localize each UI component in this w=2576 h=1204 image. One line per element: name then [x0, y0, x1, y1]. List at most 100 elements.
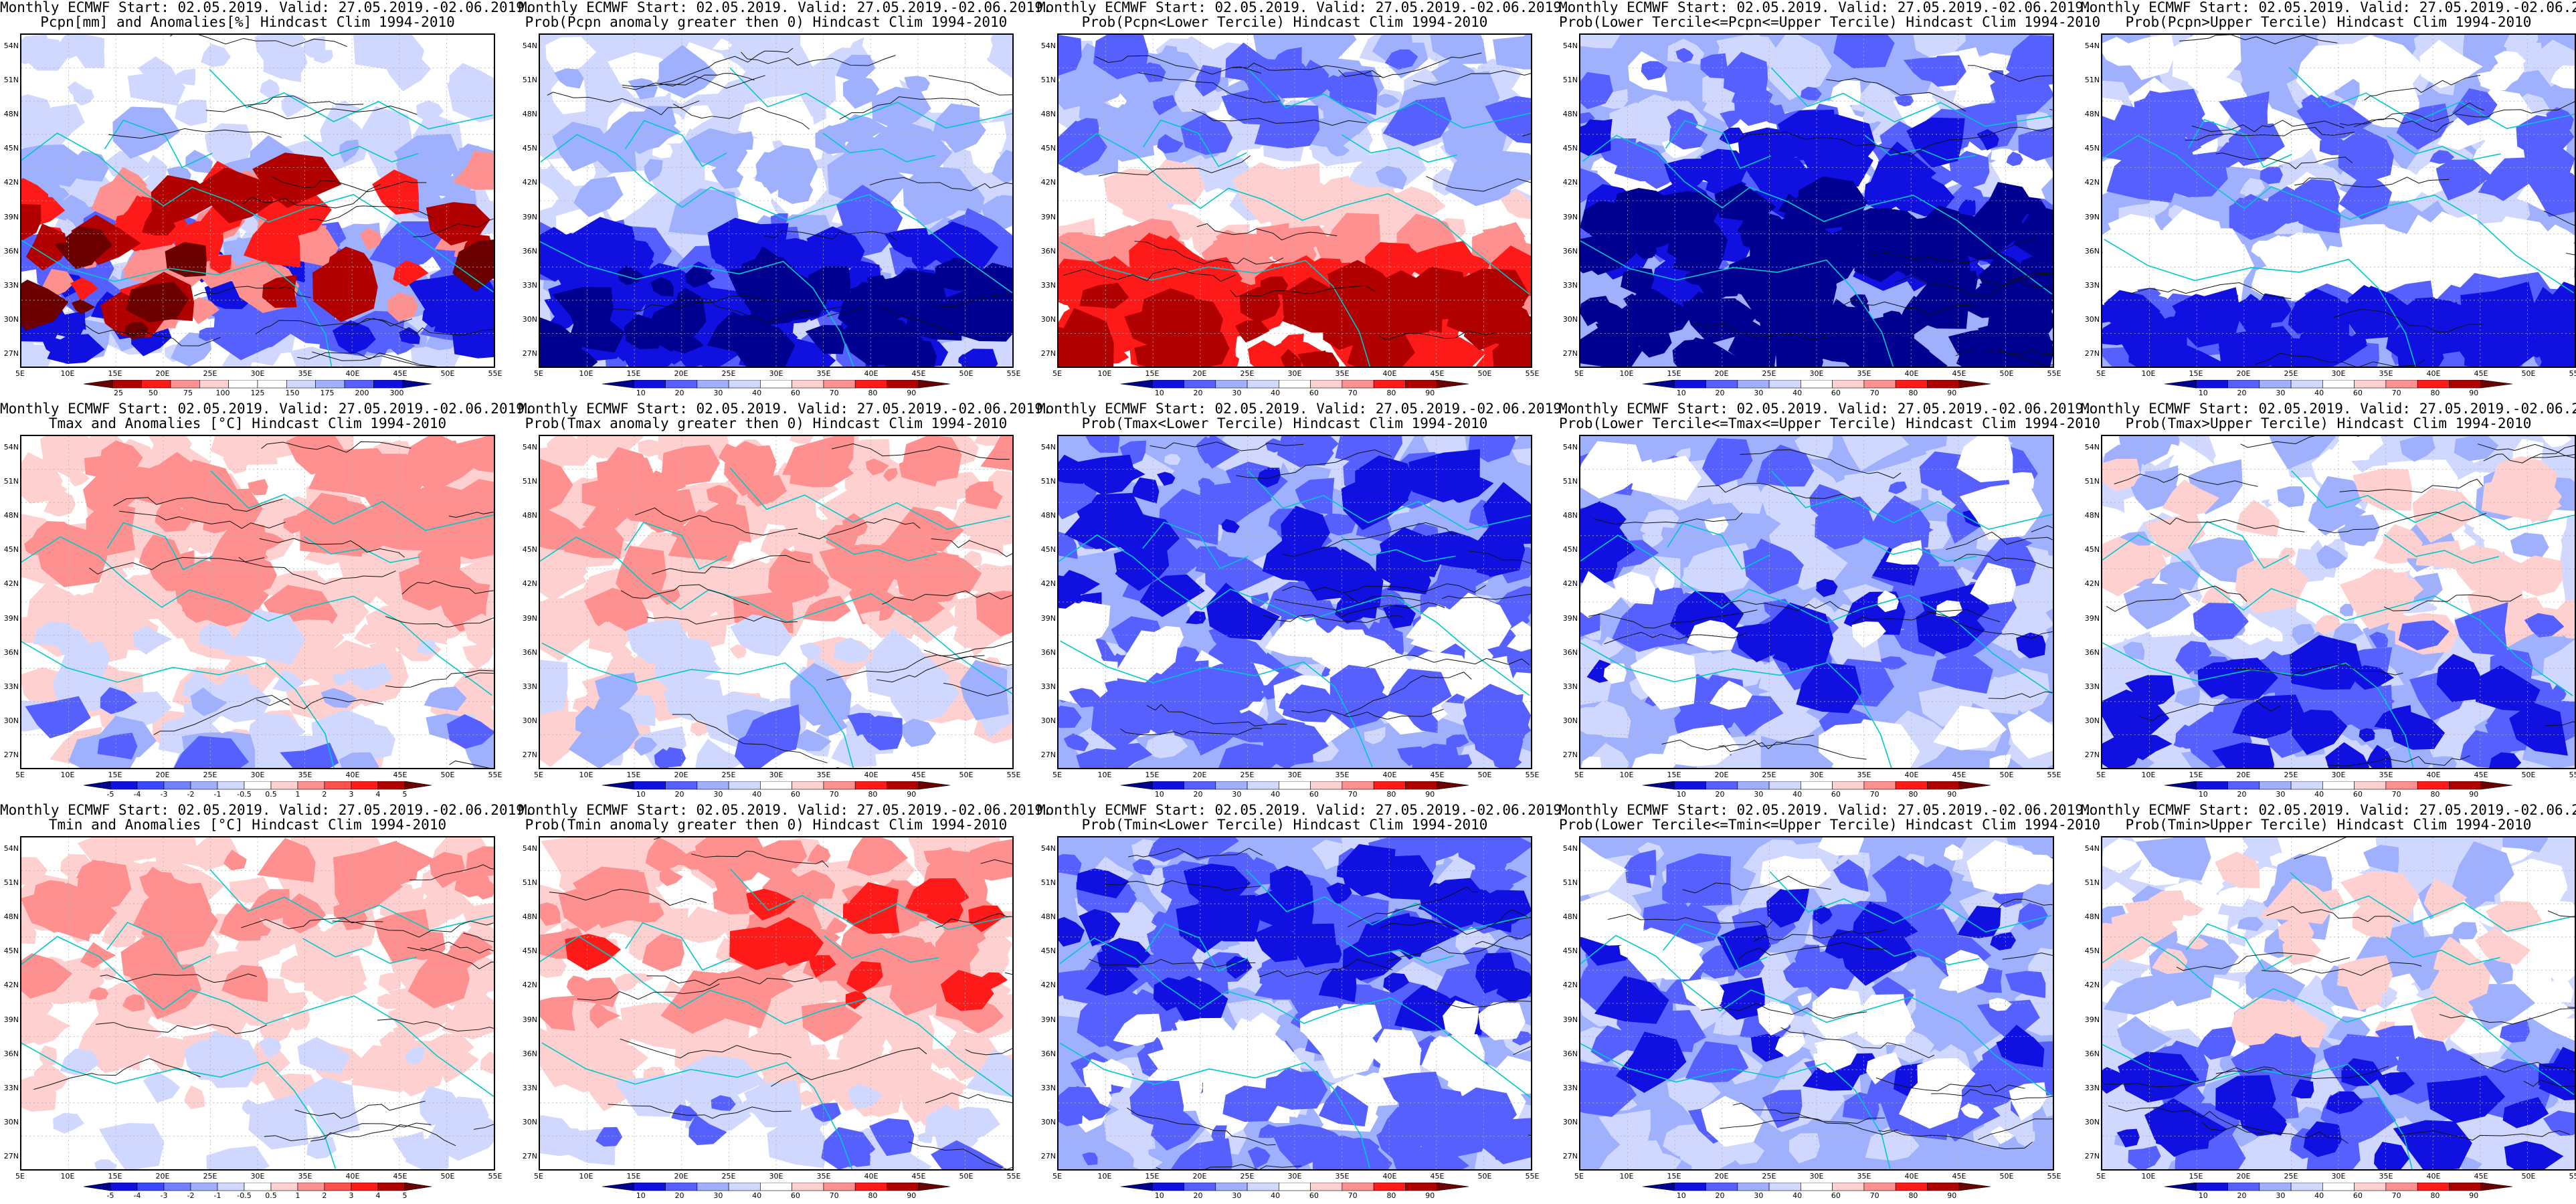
map-field-patch — [29, 520, 81, 550]
map-field-patch — [1871, 855, 1943, 907]
map-field-patch — [1268, 63, 1315, 99]
latitude-label: 48N — [1040, 912, 1056, 922]
map-field-patch — [2476, 68, 2514, 91]
coastline-border — [1663, 923, 1768, 970]
map-field-patch — [2009, 1082, 2047, 1121]
map-field-patch — [970, 148, 1002, 174]
latitude-label: 30N — [1562, 1117, 1578, 1126]
map-field-patch — [1359, 480, 1376, 494]
map-field-patch — [2017, 902, 2048, 930]
panel-title-line1: Monthly ECMWF Start: 02.05.2019. Valid: … — [519, 0, 1052, 15]
coastline-border — [302, 938, 418, 965]
colorbar-swatch — [1673, 781, 1706, 790]
map-field-patch — [480, 1051, 494, 1075]
map-field-patch — [691, 972, 771, 1029]
map-field-patch — [1062, 601, 1111, 645]
map-field-patch — [761, 917, 824, 967]
map-field-patch — [671, 1104, 698, 1122]
map-field-patch — [1063, 733, 1089, 752]
longitude-label: 50E — [440, 369, 455, 378]
contour-line — [1896, 126, 2053, 157]
map-field-patch — [1628, 927, 1704, 981]
map-field-patch — [1594, 976, 1669, 1024]
map-field-patch — [392, 514, 421, 534]
colorbar-tick-label: 20 — [1193, 790, 1203, 799]
map-field-patch — [1599, 1140, 1669, 1169]
latitude-label: 39N — [522, 212, 537, 221]
map-field-patch — [580, 436, 644, 459]
colorbar-tick-label: 20 — [2237, 790, 2247, 799]
map-field-patch — [1623, 849, 1657, 876]
map-field-patch — [1580, 112, 1596, 124]
map-field-patch — [184, 1085, 205, 1110]
map-field-patch — [285, 303, 337, 346]
map-field-patch — [1654, 566, 1675, 591]
map-field-patch — [790, 436, 814, 444]
map-field-patch — [1447, 296, 1513, 337]
contour-line — [1739, 131, 1902, 155]
map-field-patch — [2415, 540, 2462, 569]
colorbar-tick-label: 20 — [1193, 1191, 1203, 1200]
map-field-patch — [805, 324, 846, 355]
contour-line — [2332, 308, 2484, 332]
map-field-patch — [428, 245, 458, 272]
contour-line — [1738, 942, 1888, 960]
map-field-patch — [1714, 182, 1777, 221]
map-field-patch — [942, 258, 972, 285]
latitude-label: 36N — [2084, 647, 2100, 657]
map-field-patch — [1257, 468, 1281, 488]
map-field-patch — [2332, 623, 2364, 644]
map-field-patch — [925, 231, 985, 268]
map-field-patch — [1641, 61, 1668, 80]
map-field-patch — [1190, 546, 1222, 570]
latitude-label: 48N — [3, 110, 19, 119]
panel-title-line2: Prob(Pcpn<Lower Tercile) Hindcast Clim 1… — [1081, 14, 1488, 30]
map-field-patch — [1963, 284, 2015, 318]
contour-line — [882, 590, 1012, 605]
longitude-label: 30E — [1287, 771, 1302, 779]
colorbar-swatch — [728, 1183, 761, 1191]
map-field-patch — [955, 1007, 988, 1025]
longitude-label: 15E — [626, 369, 641, 378]
map-field-patch — [919, 551, 982, 594]
colorbar-tick-label: 70 — [2391, 389, 2401, 397]
colorbar-tick-label: 60 — [1309, 389, 1319, 397]
latitude-label: 48N — [522, 110, 537, 119]
longitude-label: 30E — [1287, 1172, 1302, 1181]
colorbar-swatch — [1310, 380, 1343, 389]
panel-title-line2: Tmin and Anomalies [°C] Hindcast Clim 19… — [48, 817, 447, 833]
colorbar-swatch — [1247, 781, 1279, 790]
map-field-patch — [959, 660, 1009, 720]
coastline-border — [21, 239, 333, 367]
contour-line — [1380, 909, 1528, 935]
contour-line — [931, 292, 1012, 307]
colorbar-swatch — [1895, 1183, 1928, 1191]
map-field-patch — [60, 1048, 100, 1076]
latitude-label: 39N — [3, 613, 19, 623]
map-field-patch — [1174, 701, 1248, 744]
coastline-border — [21, 936, 494, 1098]
contour-line — [928, 75, 1012, 96]
colorbar-swatch — [633, 380, 666, 389]
map-field-patch — [540, 458, 573, 515]
forecast-panel: Monthly ECMWF Start: 02.05.2019. Valid: … — [2081, 803, 2576, 1204]
colorbar-tick-label: -3 — [160, 790, 168, 799]
map-field-patch — [818, 121, 855, 155]
panel-title-line2: Prob(Tmax<Lower Tercile) Hindcast Clim 1… — [1081, 415, 1488, 431]
map-field-patch — [2243, 576, 2285, 601]
colorbar-swatch — [887, 380, 919, 389]
colorbar-swatch — [344, 380, 374, 389]
map-field-patch — [71, 299, 96, 314]
map-field-patch — [2489, 456, 2558, 500]
longitude-label: 10E — [60, 771, 75, 779]
map-field-patch — [870, 118, 953, 177]
latitude-label: 27N — [1040, 750, 1056, 759]
map-field-patch — [206, 1146, 270, 1169]
map-field-patch — [332, 977, 368, 997]
latitude-label: 45N — [2084, 545, 2100, 555]
panel-title-line1: Monthly ECMWF Start: 02.05.2019. Valid: … — [2081, 401, 2576, 417]
map-field-patch — [1194, 65, 1222, 97]
colorbar-swatch — [1342, 380, 1374, 389]
map-field-patch — [339, 139, 359, 163]
forecast-map — [539, 33, 1014, 368]
